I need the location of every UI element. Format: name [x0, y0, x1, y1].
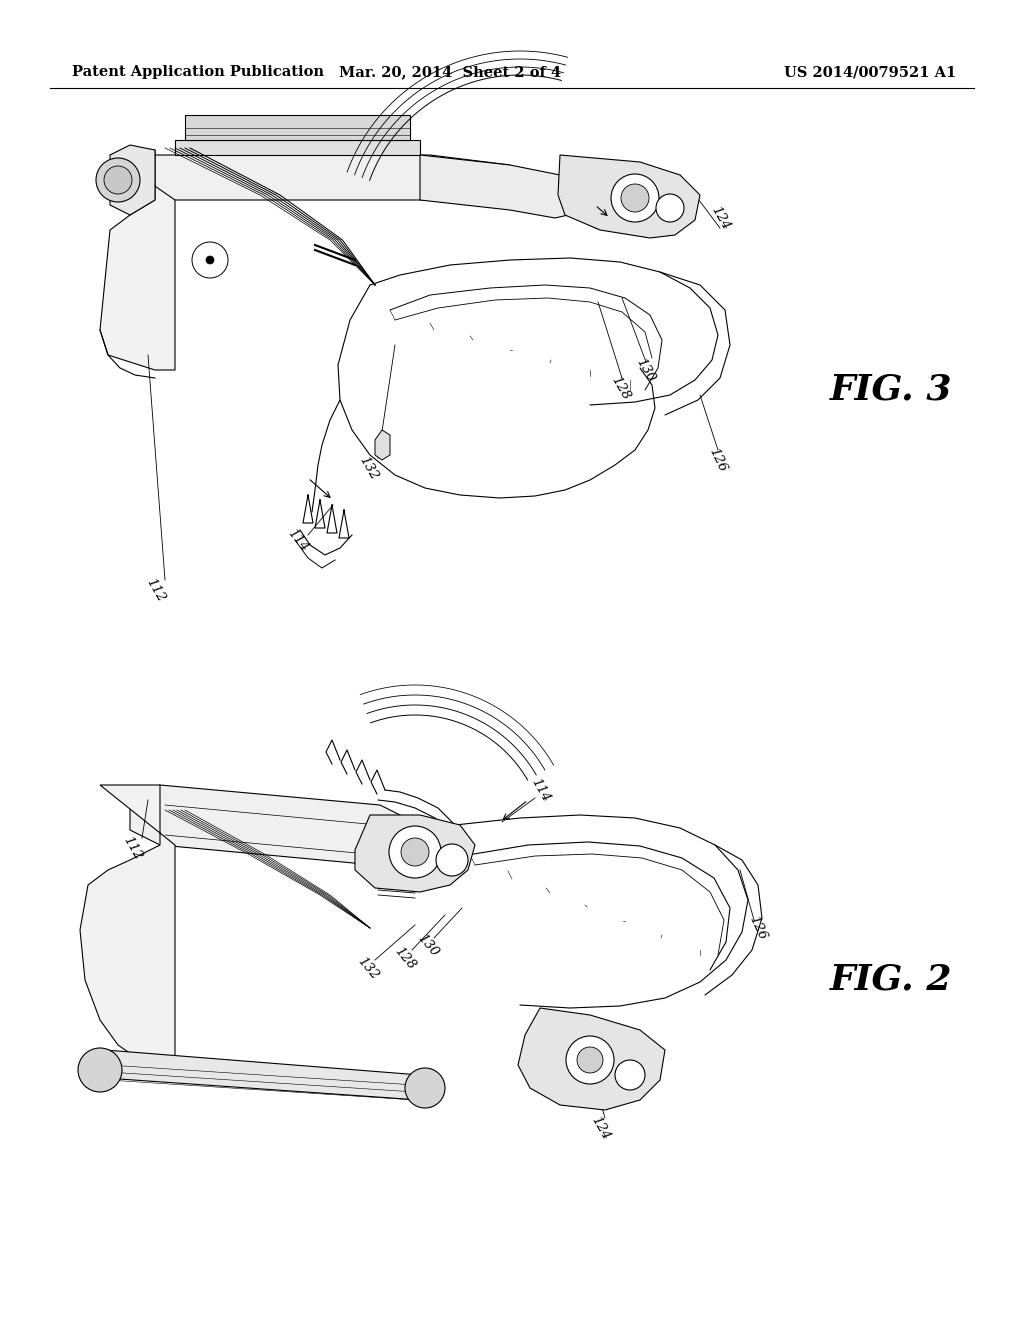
Polygon shape	[518, 1008, 665, 1110]
Polygon shape	[185, 115, 410, 140]
Text: 126: 126	[707, 446, 729, 474]
Circle shape	[611, 174, 659, 222]
Polygon shape	[355, 814, 475, 892]
Text: FIG. 2: FIG. 2	[830, 964, 952, 997]
Circle shape	[78, 1048, 122, 1092]
Circle shape	[577, 1047, 603, 1073]
Text: 114: 114	[285, 527, 311, 554]
Circle shape	[104, 166, 132, 194]
Circle shape	[615, 1060, 645, 1090]
Text: 130: 130	[633, 356, 657, 384]
Circle shape	[193, 242, 228, 279]
Polygon shape	[80, 785, 175, 1065]
Polygon shape	[110, 145, 155, 215]
Circle shape	[140, 935, 150, 945]
Text: 132: 132	[355, 954, 381, 982]
Polygon shape	[100, 1049, 420, 1100]
Polygon shape	[420, 154, 590, 218]
Circle shape	[436, 843, 468, 876]
Circle shape	[621, 183, 649, 213]
Text: FIG. 3: FIG. 3	[830, 374, 952, 407]
Polygon shape	[175, 140, 420, 154]
Circle shape	[206, 256, 214, 264]
Text: US 2014/0079521 A1: US 2014/0079521 A1	[784, 65, 956, 79]
Circle shape	[401, 838, 429, 866]
Text: Patent Application Publication: Patent Application Publication	[72, 65, 324, 79]
Polygon shape	[130, 785, 420, 865]
Polygon shape	[558, 154, 700, 238]
Polygon shape	[375, 430, 390, 459]
Circle shape	[656, 194, 684, 222]
Text: 112: 112	[143, 576, 167, 605]
Text: Mar. 20, 2014  Sheet 2 of 4: Mar. 20, 2014 Sheet 2 of 4	[339, 65, 561, 79]
Polygon shape	[130, 154, 510, 215]
Polygon shape	[100, 150, 175, 370]
Circle shape	[96, 158, 140, 202]
Text: 114: 114	[528, 776, 552, 804]
Text: 112: 112	[120, 834, 144, 862]
Circle shape	[406, 1068, 445, 1107]
Text: 130: 130	[415, 931, 441, 958]
Text: 124: 124	[588, 1114, 612, 1142]
Text: 128: 128	[608, 374, 632, 403]
Circle shape	[389, 826, 441, 878]
Text: 128: 128	[392, 944, 418, 972]
Circle shape	[566, 1036, 614, 1084]
Text: 126: 126	[746, 913, 769, 942]
Circle shape	[125, 920, 165, 960]
Text: 132: 132	[356, 454, 380, 482]
Text: 124: 124	[708, 203, 732, 232]
